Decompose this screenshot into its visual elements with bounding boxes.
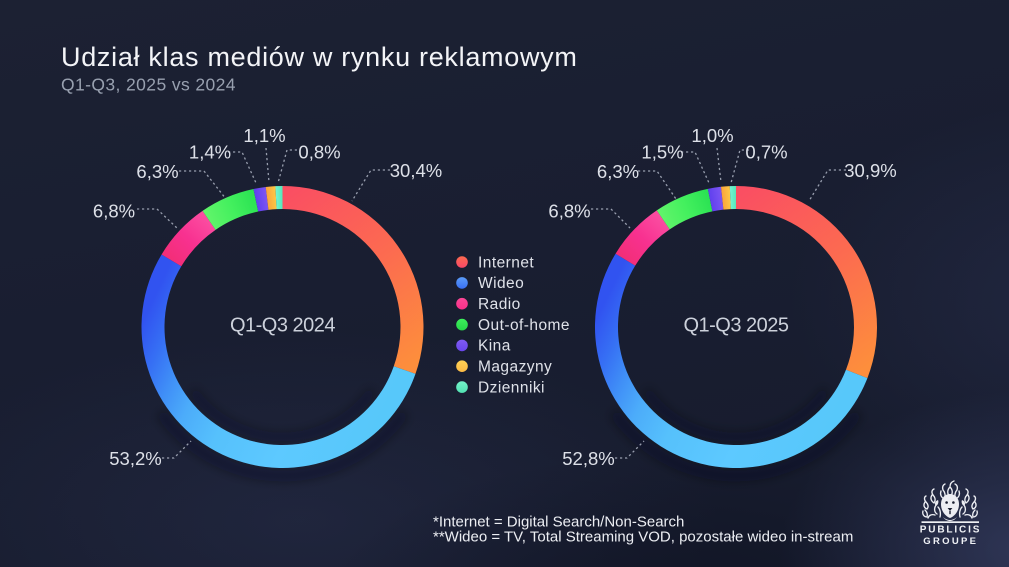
svg-text:1,4%: 1,4% [189,142,231,163]
svg-text:30,9%: 30,9% [844,160,896,181]
svg-text:GROUPE: GROUPE [923,536,978,547]
svg-text:6,8%: 6,8% [548,201,590,222]
svg-text:Radio: Radio [478,296,521,313]
svg-text:1,0%: 1,0% [691,125,733,146]
svg-text:Magazyny: Magazyny [478,359,552,376]
svg-text:6,3%: 6,3% [597,161,639,182]
svg-text:**Wideo = TV, Total Streaming: **Wideo = TV, Total Streaming VOD, pozos… [433,529,853,546]
svg-text:0,8%: 0,8% [298,142,340,163]
svg-text:Internet: Internet [478,254,534,271]
svg-text:53,2%: 53,2% [109,448,161,469]
svg-text:Q1-Q3 2025: Q1-Q3 2025 [683,315,788,337]
svg-text:*Internet = Digital Search/Non: *Internet = Digital Search/Non-Search [433,514,684,531]
svg-text:6,8%: 6,8% [93,201,135,222]
svg-text:Wideo: Wideo [478,275,524,292]
svg-text:30,4%: 30,4% [390,160,442,181]
svg-text:Q1-Q3 2024: Q1-Q3 2024 [230,315,335,337]
svg-text:Q1-Q3, 2025 vs 2024: Q1-Q3, 2025 vs 2024 [61,75,236,95]
svg-text:52,8%: 52,8% [562,448,614,469]
svg-text:Udział klas mediów w rynku rek: Udział klas mediów w rynku reklamowym [61,42,578,72]
svg-text:PUBLICIS: PUBLICIS [920,525,981,536]
svg-text:6,3%: 6,3% [136,161,178,182]
svg-text:Kina: Kina [478,338,511,355]
svg-text:Dzienniki: Dzienniki [478,379,545,396]
svg-text:1,5%: 1,5% [641,142,683,163]
svg-text:1,1%: 1,1% [243,125,285,146]
svg-text:0,7%: 0,7% [745,142,787,163]
svg-text:Out-of-home: Out-of-home [478,317,570,334]
